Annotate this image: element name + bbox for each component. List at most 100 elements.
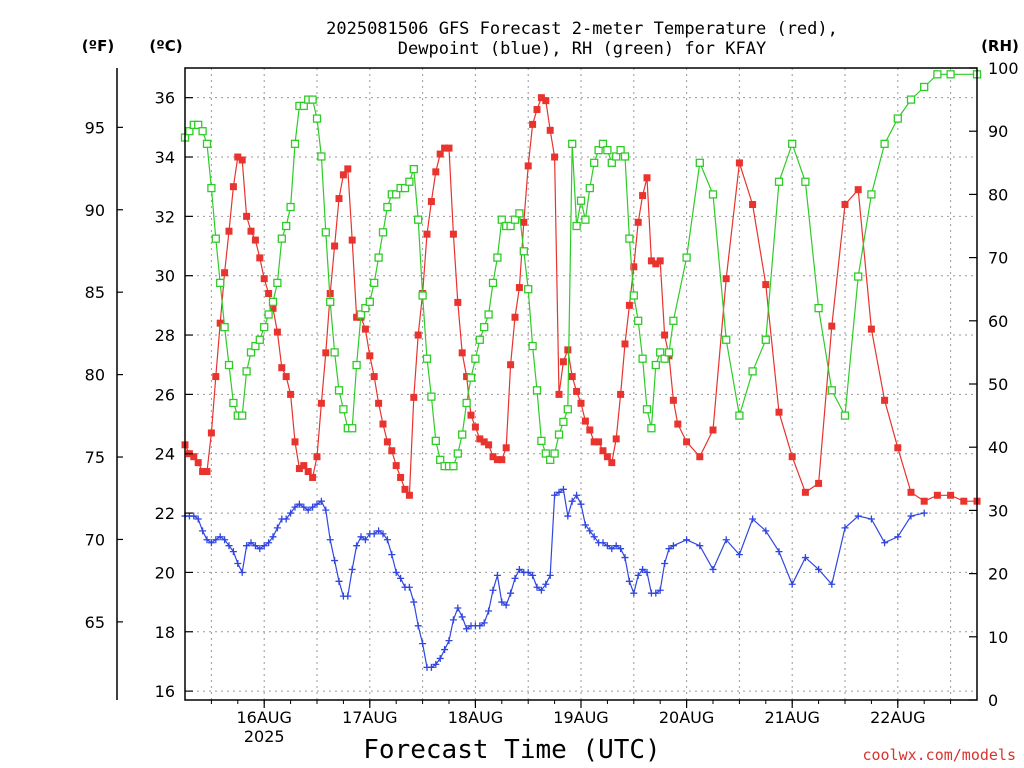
dewpoint-point — [287, 509, 295, 517]
dewpoint-point — [375, 527, 383, 535]
rh-point — [607, 158, 616, 167]
temperature-point — [788, 453, 796, 461]
rh-point — [519, 247, 528, 256]
dewpoint-point — [828, 580, 836, 588]
rh-point — [220, 322, 229, 332]
rh-point — [466, 373, 476, 382]
rh-point — [867, 190, 876, 199]
temperature-point — [260, 275, 268, 283]
rh-tick-label: 20 — [988, 565, 1008, 584]
temperature-point — [247, 227, 255, 235]
dewpoint-point — [788, 580, 796, 588]
dewpoint-point — [392, 568, 400, 576]
temperature-point — [612, 435, 620, 443]
temperature-point — [652, 260, 660, 268]
rh-point — [462, 398, 471, 408]
temperature-point — [841, 200, 849, 208]
dewpoint-point — [260, 542, 268, 550]
rh-point — [893, 114, 902, 123]
dewpoint-point — [207, 539, 215, 547]
temperature-point — [524, 162, 532, 170]
rh-tick-label: 0 — [988, 691, 998, 710]
temperature-point — [423, 230, 431, 238]
dewpoint-point — [344, 592, 352, 600]
dewpoint-point — [515, 565, 523, 573]
rh-point — [620, 152, 630, 161]
rh-series — [180, 70, 982, 471]
rh-point — [299, 101, 308, 111]
rh-point — [788, 139, 797, 148]
temperature-point — [207, 429, 215, 437]
temperature-point — [467, 411, 475, 419]
rh-point — [603, 146, 612, 155]
rh-point — [854, 272, 863, 281]
dewpoint-point — [282, 515, 290, 523]
dewpoint-line — [185, 488, 925, 669]
rh-point — [365, 297, 374, 306]
dewpoint-point — [309, 503, 317, 511]
rh-point — [946, 70, 955, 79]
rh-tick-label: 10 — [988, 628, 1008, 647]
temperature-point — [564, 346, 572, 354]
dewpoint-point — [414, 622, 422, 630]
dewpoint-point — [436, 654, 444, 662]
rh-point — [722, 335, 731, 344]
temperature-point — [537, 94, 545, 102]
rh-point — [488, 278, 498, 288]
rh-point — [458, 430, 467, 439]
temperature-point — [502, 444, 510, 452]
rh-point — [282, 221, 291, 231]
rh-point — [568, 139, 577, 148]
rh-point — [554, 430, 564, 439]
dewpoint-point — [881, 539, 889, 547]
temperature-point — [920, 497, 928, 505]
dewpoint-point — [749, 515, 757, 523]
dewpoint-point — [854, 512, 862, 520]
temperature-point — [379, 420, 387, 428]
dewpoint-point — [652, 589, 660, 597]
rh-point — [242, 367, 251, 376]
dewpoint-point — [762, 527, 770, 535]
rh-point — [277, 234, 286, 243]
rh-point — [506, 221, 515, 231]
dewpoint-point — [326, 536, 334, 544]
dewpoint-point — [322, 506, 330, 514]
rh-point — [418, 291, 427, 300]
rh-point — [317, 152, 326, 161]
temperature-point — [194, 459, 202, 467]
dewpoint-point — [669, 542, 677, 550]
temperature-point — [234, 153, 242, 161]
dewpoint-point — [696, 542, 704, 550]
fahrenheit-tick-label: 85 — [85, 283, 105, 302]
rh-point — [537, 436, 546, 446]
dewpoint-point — [348, 565, 356, 573]
temperature-point — [894, 444, 902, 452]
celsius-tick-label: 22 — [155, 504, 175, 523]
rh-point — [559, 417, 568, 427]
rh-point — [484, 310, 493, 319]
rh-point — [827, 386, 836, 395]
temperature-point — [199, 468, 207, 476]
temperature-point — [696, 453, 704, 461]
rh-tick-label: 30 — [988, 501, 1008, 520]
dewpoint-point — [546, 571, 554, 579]
rh-point — [594, 146, 603, 155]
celsius-tick-label: 16 — [155, 682, 175, 701]
dewpoint-point — [353, 542, 361, 550]
dewpoint-point — [361, 536, 369, 544]
rh-point — [801, 177, 810, 186]
dewpoint-point — [542, 580, 550, 588]
temperature-point — [533, 106, 541, 114]
dewpoint-point — [221, 536, 229, 544]
temperature-point — [278, 364, 286, 372]
dewpoint-point — [454, 604, 462, 612]
rh-point — [312, 114, 322, 123]
rh-point — [370, 278, 379, 288]
dewpoint-point — [524, 568, 532, 576]
rh-point — [330, 348, 339, 357]
temperature-point — [529, 120, 537, 128]
temperature-point — [559, 358, 567, 366]
temperature-point — [375, 399, 383, 407]
temperature-point — [335, 195, 343, 203]
